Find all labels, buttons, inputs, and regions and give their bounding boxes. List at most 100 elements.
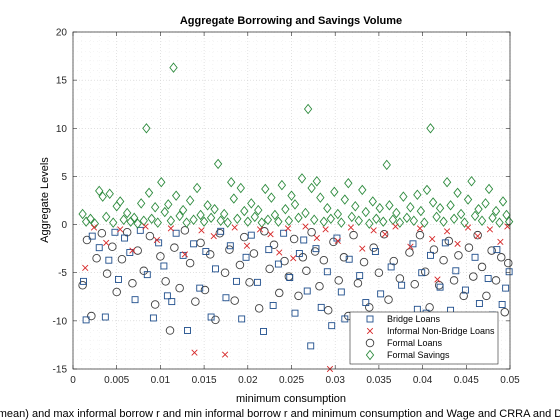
x-tick-label: 0.025 (279, 375, 304, 386)
data-point-bridge-loan (312, 245, 320, 253)
data-point-informal-loan (347, 224, 355, 231)
data-point-formal-saving (498, 196, 508, 207)
data-point-formal-saving (192, 182, 202, 194)
data-point-formal-loan (139, 266, 149, 276)
data-point-formal-saving (319, 216, 329, 227)
data-point-bridge-loan (260, 327, 267, 335)
data-point-formal-saving (105, 188, 114, 199)
x-axis-label: minimum consumption (236, 393, 346, 405)
data-point-formal-saving (189, 214, 198, 225)
data-point-formal-saving (203, 200, 212, 211)
data-point-formal-saving (227, 176, 236, 188)
data-point-bridge-loan (105, 256, 113, 264)
data-point-formal-saving (150, 202, 160, 213)
data-point-bridge-loan (461, 286, 469, 294)
legend-marker-x (366, 327, 374, 335)
data-point-formal-loan (265, 264, 274, 274)
data-point-formal-saving (153, 217, 162, 228)
data-point-formal-saving (136, 198, 146, 209)
data-point-formal-saving (86, 213, 95, 225)
data-marks (78, 62, 514, 373)
chart-title: Aggregate Borrowing and Savings Volume (180, 15, 402, 27)
data-point-formal-loan (102, 269, 112, 278)
legend-label-formal-savings: Formal Savings (387, 350, 450, 360)
data-point-informal-loan (359, 245, 366, 252)
data-point-formal-saving (243, 216, 252, 227)
data-point-bridge-loan (88, 232, 96, 240)
data-point-bridge-loan (222, 294, 230, 302)
data-point-formal-saving (495, 217, 504, 228)
data-point-formal-saving (460, 217, 469, 228)
data-point-formal-loan (425, 303, 434, 312)
data-point-informal-loan (429, 235, 436, 243)
data-point-formal-saving (284, 215, 294, 226)
data-point-formal-loan (349, 230, 358, 240)
data-point-informal-loan (191, 349, 198, 356)
data-point-formal-saving (463, 194, 473, 205)
data-point-formal-loan (185, 258, 195, 268)
data-point-formal-loan (170, 243, 179, 252)
data-point-formal-saving (409, 215, 419, 226)
data-point-formal-saving (428, 197, 438, 208)
data-point-informal-loan (103, 239, 110, 246)
data-point-informal-loan (392, 223, 399, 230)
data-point-formal-loan (78, 280, 87, 290)
data-point-informal-loan (407, 243, 414, 250)
data-point-formal-loan (150, 300, 160, 309)
data-point-formal-loan (235, 260, 245, 270)
data-point-formal-saving (326, 213, 336, 225)
legend-markers (365, 315, 375, 361)
data-point-formal-saving (175, 210, 184, 222)
data-point-formal-saving (247, 198, 256, 209)
data-point-formal-saving (164, 199, 173, 210)
data-point-formal-saving (420, 217, 429, 228)
data-point-formal-saving (395, 217, 405, 228)
data-point-informal-loan (370, 227, 377, 234)
data-point-formal-loan (469, 272, 478, 281)
data-point-formal-loan (384, 295, 393, 304)
data-point-bridge-loan (436, 283, 444, 291)
data-point-formal-loan (410, 280, 419, 289)
data-point-formal-loan (353, 279, 363, 288)
data-point-formal-saving (442, 176, 452, 188)
data-point-formal-saving (223, 217, 232, 228)
legend-label-informal-loans: Informal Non-Bridge Loans (387, 326, 495, 336)
data-point-formal-saving (435, 202, 445, 214)
data-point-formal-loan (302, 266, 311, 276)
data-point-formal-saving (413, 189, 422, 200)
data-point-bridge-loan (269, 302, 277, 309)
data-point-formal-loan (180, 226, 190, 235)
data-point-bridge-loan (163, 292, 171, 300)
x-tick-label: 0.04 (413, 375, 433, 386)
data-point-formal-saving (406, 202, 415, 213)
data-point-bridge-loan (317, 303, 325, 311)
data-point-formal-loan (454, 251, 463, 260)
data-point-formal-saving (109, 217, 118, 228)
data-point-informal-loan (416, 225, 424, 232)
data-point-formal-saving (307, 182, 316, 194)
data-point-informal-loan (381, 231, 389, 238)
data-point-formal-saving (220, 208, 229, 220)
data-point-formal-saving (402, 212, 412, 224)
data-point-bridge-loan (328, 322, 336, 330)
data-point-formal-saving (281, 203, 290, 215)
data-point-formal-loan (339, 253, 349, 262)
y-tick-label: 20 (56, 28, 68, 39)
data-point-bridge-loan (427, 251, 434, 259)
data-point-formal-saving (119, 214, 128, 225)
data-point-bridge-loan (155, 239, 163, 247)
data-point-bridge-loan (484, 275, 492, 282)
data-point-formal-saving (330, 186, 339, 198)
y-tick-label: 0 (61, 220, 67, 231)
data-point-formal-saving (199, 216, 209, 227)
data-point-formal-saving (250, 211, 259, 223)
data-point-formal-loan (439, 255, 448, 265)
data-point-formal-loan (491, 276, 501, 285)
x-tick-label: 0 (70, 375, 76, 386)
data-point-formal-loan (359, 257, 369, 267)
y-tick-label: 10 (56, 124, 68, 135)
data-point-formal-saving (488, 212, 497, 224)
data-point-formal-saving (240, 205, 249, 217)
data-point-formal-saving (379, 216, 388, 227)
data-point-informal-loan (267, 231, 274, 238)
